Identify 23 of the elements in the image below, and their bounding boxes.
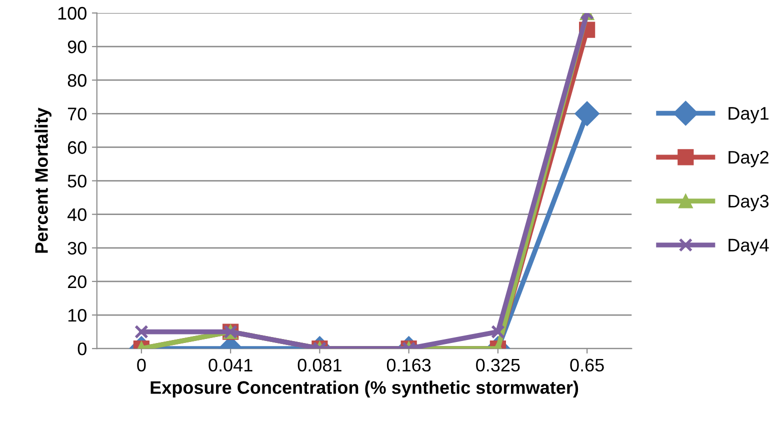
y-tick-label: 0 xyxy=(78,342,86,356)
x-tick-label: 0 xyxy=(137,358,146,372)
y-tick-label: 70 xyxy=(68,108,86,120)
y-tick-label: 10 xyxy=(68,308,86,322)
x-tick-label: 0.041 xyxy=(208,358,252,372)
y-tick-label: 60 xyxy=(68,141,86,154)
x-tick-label: 0.65 xyxy=(570,358,604,372)
y-tick-label: 40 xyxy=(67,208,86,222)
y-tick-label: 80 xyxy=(68,74,86,87)
y-axis-title: Percent Mortality xyxy=(34,108,52,253)
x-axis-title: Exposure Concentration (% synthetic stormwater) xyxy=(150,380,578,398)
legend-label: Day3 xyxy=(728,194,769,212)
y-tick-label: 50 xyxy=(68,174,86,188)
x-tick-label: 0.325 xyxy=(476,358,520,372)
x-tick-label: 0.081 xyxy=(298,358,342,372)
legend-label: Day4 xyxy=(728,238,769,256)
x-tick-label: 0.163 xyxy=(386,358,431,372)
legend-label: Day2 xyxy=(728,150,768,168)
y-tick-label: 100 xyxy=(58,6,86,20)
legend-label: Day1 xyxy=(728,107,768,124)
y-tick-label: 30 xyxy=(68,242,86,255)
y-tick-label: 90 xyxy=(68,40,86,54)
y-tick-label: 20 xyxy=(68,275,86,288)
